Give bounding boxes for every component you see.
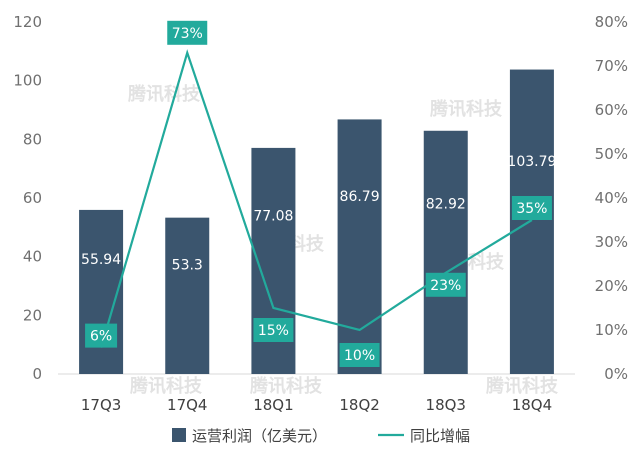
category-label-2: 18Q1 [253,396,293,414]
left-axis-ticks: 0 20 40 60 80 100 120 [13,13,42,383]
growth-label-box-4 [425,272,466,297]
right-tick-6: 60% [595,101,628,119]
bar-17Q4 [165,217,210,374]
growth-label-box-0 [85,323,118,348]
growth-value-labels: 6% 73% 15% 10% 23% 35% [85,20,552,367]
category-label-5: 18Q4 [512,396,552,414]
growth-label-5: 35% [516,201,547,217]
bar-label-3: 86.79 [340,189,380,205]
right-axis-ticks: 0% 10% 20% 30% 40% 50% 60% 70% 80% [595,13,628,383]
watermark-0: 腾讯科技 [128,83,201,105]
growth-label-box-1 [167,20,208,45]
left-tick-0: 0 [32,365,42,383]
legend-bar-swatch [172,428,186,442]
right-tick-4: 40% [595,189,628,207]
bar-18Q2 [337,119,382,374]
watermark-5: 腾讯科技 [486,375,559,397]
bar-18Q4 [509,69,554,375]
growth-line [100,49,533,348]
right-tick-1: 10% [595,321,628,339]
bar-label-5: 103.79 [507,154,556,170]
growth-label-4: 23% [430,278,461,294]
category-label-0: 17Q3 [81,396,121,414]
growth-label-box-5 [511,196,552,220]
watermark-6: 腾讯科技 [250,375,323,397]
bar-label-0: 55.94 [81,252,121,268]
right-tick-8: 80% [595,13,628,31]
left-tick-5: 100 [13,72,42,90]
category-label-4: 18Q3 [426,396,466,414]
watermark-1: 腾讯科技 [430,98,503,120]
bar-label-4: 82.92 [426,197,466,213]
growth-label-2: 15% [258,323,289,339]
right-tick-7: 70% [595,57,628,75]
category-labels: 17Q3 17Q4 18Q1 18Q2 18Q3 18Q4 [81,396,552,414]
right-tick-3: 30% [595,233,628,251]
category-label-1: 17Q4 [167,396,207,414]
growth-label-0: 6% [90,329,112,345]
left-tick-3: 60 [23,189,42,207]
left-tick-6: 120 [13,13,42,31]
right-tick-0: 0% [604,365,628,383]
watermark-4: 腾讯科技 [130,375,203,397]
growth-label-box-3 [339,343,380,367]
growth-label-1: 73% [172,26,203,42]
bar-18Q3 [423,130,468,374]
bar-label-2: 77.08 [253,209,293,225]
left-tick-4: 80 [23,130,42,148]
growth-label-3: 10% [344,348,375,364]
left-tick-2: 40 [23,248,42,266]
bar-label-1: 53.3 [172,258,203,274]
left-tick-1: 20 [23,306,42,324]
category-label-3: 18Q2 [339,396,379,414]
right-tick-5: 50% [595,145,628,163]
legend-line-label: 同比增幅 [410,427,470,445]
legend: 运营利润（亿美元） 同比增幅 [172,427,470,445]
right-tick-2: 20% [595,277,628,295]
bar-value-labels: 55.94 53.3 77.08 86.79 82.92 103.79 [81,154,556,274]
legend-bar-label: 运营利润（亿美元） [192,427,327,445]
growth-label-box-2 [253,318,294,342]
